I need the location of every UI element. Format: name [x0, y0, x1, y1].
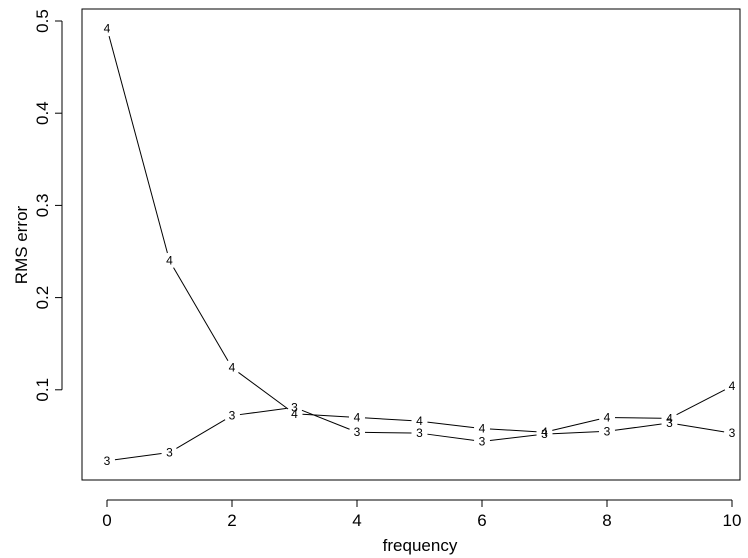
- data-point-3: 3: [666, 416, 673, 430]
- series-3-segment: [301, 409, 350, 430]
- data-point-3: 3: [479, 434, 486, 448]
- series-4-segment: [614, 417, 662, 419]
- x-tick-label: 2: [227, 511, 236, 530]
- series-4-segment: [364, 417, 412, 422]
- series-3-segment: [114, 453, 162, 461]
- series-3-segment: [677, 423, 725, 433]
- series-3-segment: [552, 431, 600, 435]
- series-4-segment: [489, 428, 537, 433]
- series-4-segment: [238, 372, 289, 410]
- y-tick-label: 0.5: [33, 9, 52, 33]
- x-axis-title: frequency: [383, 536, 458, 555]
- x-tick-label: 8: [602, 511, 611, 530]
- x-tick-label: 6: [477, 511, 486, 530]
- series-3: 3 3 3 3 3 3 3 3 3 3 3: [104, 400, 736, 467]
- y-tick-label: 0.3: [33, 194, 52, 218]
- series-3-segment: [614, 423, 662, 431]
- data-point-4: 4: [291, 407, 298, 421]
- data-point-4: 4: [104, 21, 111, 35]
- data-point-4: 4: [666, 411, 673, 425]
- data-point-4: 4: [729, 379, 736, 393]
- series-4-segment: [427, 421, 475, 429]
- series-4-segment: [173, 267, 229, 362]
- series-4-segment: [108, 35, 168, 254]
- data-point-3: 3: [104, 454, 111, 468]
- series-4: 4 4 4 4 4 4 4 4 4 4 4: [104, 21, 736, 439]
- data-point-4: 4: [479, 422, 486, 436]
- y-tick-label: 0.2: [33, 286, 52, 310]
- y-axis-title: RMS error: [12, 205, 31, 284]
- data-point-4: 4: [541, 425, 548, 439]
- x-tick-label: 10: [723, 511, 742, 530]
- x-axis: 0 2 4 6 8 10: [102, 499, 742, 530]
- y-tick-label: 0.4: [33, 101, 52, 125]
- data-point-3: 3: [604, 424, 611, 438]
- data-point-3: 3: [541, 427, 548, 441]
- data-point-3: 3: [291, 400, 298, 414]
- data-point-4: 4: [229, 361, 236, 375]
- data-point-4: 4: [166, 254, 173, 268]
- series-3-segment: [364, 431, 412, 434]
- data-point-3: 3: [354, 425, 361, 439]
- series-3-segment: [239, 407, 287, 416]
- series-3-segment: [489, 434, 537, 441]
- x-tick-label: 0: [102, 511, 111, 530]
- series-4-segment: [302, 413, 350, 418]
- series-3-segment: [176, 419, 226, 449]
- series-4-segment: [676, 389, 726, 416]
- data-point-3: 3: [166, 445, 173, 459]
- data-point-4: 4: [604, 410, 611, 424]
- data-point-3: 3: [729, 426, 736, 440]
- series-4-segment: [552, 418, 600, 431]
- series-3-segment: [427, 433, 475, 441]
- data-point-4: 4: [354, 410, 361, 424]
- y-tick-label: 0.1: [33, 378, 52, 402]
- data-point-4: 4: [416, 414, 423, 428]
- data-point-3: 3: [416, 426, 423, 440]
- x-tick-label: 4: [352, 511, 361, 530]
- plot-frame: [81, 8, 741, 481]
- data-point-3: 3: [229, 409, 236, 423]
- y-axis: 0.1 0.2 0.3 0.4 0.5: [33, 9, 63, 402]
